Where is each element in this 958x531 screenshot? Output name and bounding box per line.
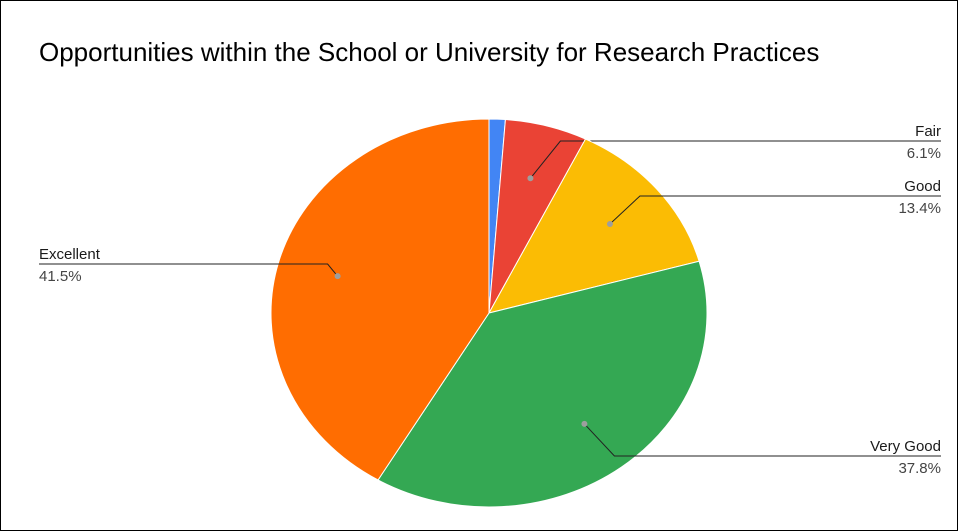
slice-value-label: 13.4% [898, 200, 941, 217]
pie-slice-very-good [377, 260, 708, 508]
slice-value-label: 6.1% [907, 145, 941, 162]
leader-dot [527, 175, 534, 182]
slice-label: Very Good [870, 438, 941, 455]
leader-line [609, 195, 941, 225]
slice-label: Fair [915, 123, 941, 140]
leader-dot [606, 220, 613, 227]
leader-line [530, 140, 941, 179]
leader-dot [334, 273, 341, 280]
leader-line [584, 423, 941, 457]
slice-annotation-excellent: Excellent 41.5% [39, 246, 341, 285]
slice-annotation-fair: Fair 6.1% [527, 123, 941, 182]
chart-title: Opportunities within the School or Unive… [39, 37, 820, 67]
slice-label: Good [904, 178, 941, 195]
leader-line [39, 263, 338, 277]
slice-label: Excellent [39, 246, 101, 263]
slice-annotation-very-good: Very Good 37.8% [581, 420, 941, 477]
leader-dot [581, 420, 588, 427]
slice-annotation-good: Good 13.4% [606, 178, 941, 227]
slice-value-label: 37.8% [898, 460, 941, 477]
pie-slice-good [488, 138, 700, 314]
pie-slice-excellent [270, 118, 490, 481]
slice-value-label: 41.5% [39, 268, 82, 285]
